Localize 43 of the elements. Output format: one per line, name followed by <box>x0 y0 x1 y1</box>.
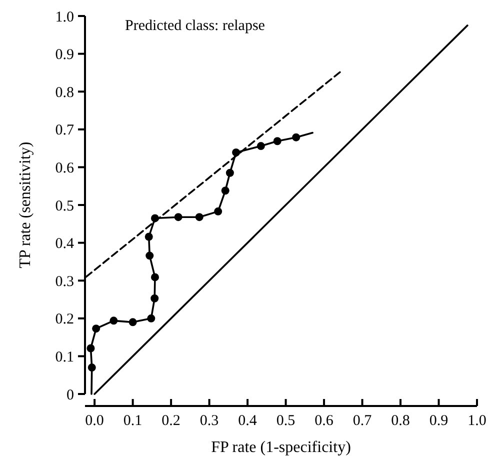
point <box>144 232 153 241</box>
y-axis-title: TP rate (sensitivity) <box>17 142 34 268</box>
point <box>195 213 204 222</box>
x-tick-label: 1.0 <box>468 413 486 429</box>
point <box>128 318 137 326</box>
y-tick-label: 0.8 <box>55 84 74 101</box>
x-tick-label: 0.0 <box>85 413 104 429</box>
y-tick-label: 0 <box>66 387 74 404</box>
point <box>110 316 118 325</box>
point <box>174 213 182 222</box>
x-tick-label: 0.8 <box>391 413 410 429</box>
y-tick-label: 0.7 <box>55 122 74 139</box>
y-tick-label: 0.2 <box>55 312 74 328</box>
y-tick-label: 1.0 <box>55 9 74 26</box>
point <box>273 137 282 146</box>
x-tick-label: 0.5 <box>276 413 296 429</box>
y-tick-label: 0.1 <box>55 349 74 366</box>
point <box>146 252 154 260</box>
annotation: Predicted class: relapse <box>125 18 266 34</box>
x-axis-title: FP rate (1-specificity) <box>211 439 351 456</box>
y-tick-label: 0.4 <box>55 236 74 252</box>
point <box>147 314 156 322</box>
point <box>92 324 100 333</box>
y-tick-label: 0.9 <box>55 47 74 64</box>
point <box>86 344 95 352</box>
x-tick-label: 0.6 <box>314 413 334 429</box>
point <box>150 294 159 302</box>
x-tick-label: 0.4 <box>238 413 258 429</box>
x-tick-label: 0.1 <box>123 413 142 429</box>
point <box>256 142 265 150</box>
y-tick-label: 0.3 <box>55 274 74 290</box>
point <box>88 364 96 372</box>
point <box>292 133 300 142</box>
point <box>214 207 222 216</box>
point <box>221 186 230 195</box>
y-tick-label: 0.5 <box>55 198 74 214</box>
point <box>226 168 234 177</box>
point <box>150 273 159 282</box>
x-tick-label: 0.2 <box>162 413 180 429</box>
x-tick-label: 0.7 <box>352 413 372 429</box>
x-tick-label: 0.3 <box>200 413 219 429</box>
x-tick-label: 0.9 <box>429 413 448 429</box>
y-tick-label: 0.6 <box>55 160 74 176</box>
